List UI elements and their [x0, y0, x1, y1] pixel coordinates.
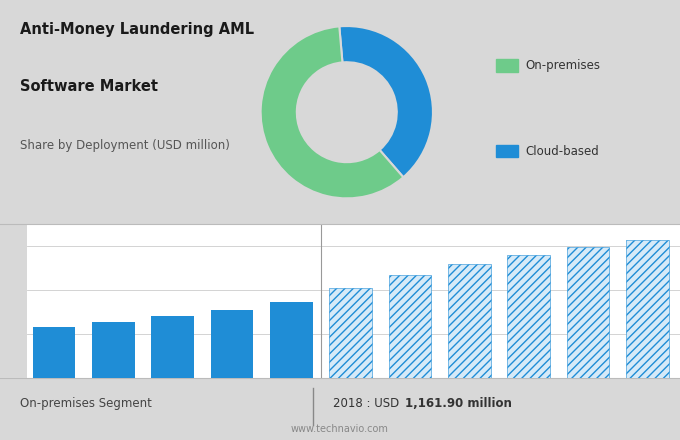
Text: On-premises Segment: On-premises Segment — [20, 396, 152, 410]
Bar — [329, 288, 372, 378]
Bar — [388, 275, 431, 378]
Text: On-premises: On-premises — [525, 59, 600, 72]
Bar — [566, 247, 609, 378]
Bar — [33, 327, 75, 378]
Bar — [626, 240, 668, 378]
Bar — [211, 310, 254, 378]
Text: Share by Deployment (USD million): Share by Deployment (USD million) — [20, 139, 231, 152]
Text: Cloud-based: Cloud-based — [525, 144, 598, 158]
Bar — [507, 255, 550, 378]
Bar — [92, 322, 135, 378]
Bar — [496, 59, 518, 72]
Text: 2018 : USD: 2018 : USD — [333, 396, 403, 410]
Text: Anti-Money Laundering AML: Anti-Money Laundering AML — [20, 22, 254, 37]
Bar — [496, 145, 518, 157]
Bar — [448, 264, 491, 378]
Bar — [151, 316, 194, 378]
Bar — [270, 302, 313, 378]
Text: 1,161.90 million: 1,161.90 million — [405, 396, 511, 410]
Text: www.technavio.com: www.technavio.com — [291, 424, 389, 434]
Text: Software Market: Software Market — [20, 78, 158, 94]
